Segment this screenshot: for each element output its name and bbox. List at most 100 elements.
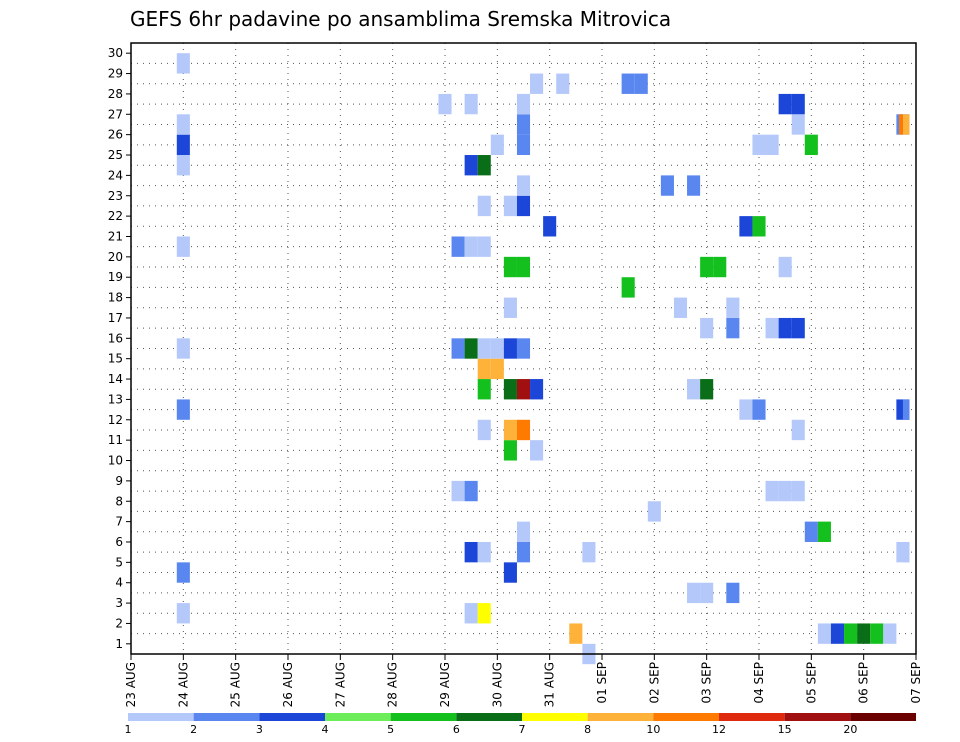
y-tick-label: 16 [108, 331, 123, 345]
heatmap-cell [673, 297, 688, 318]
heatmap-cell [176, 399, 190, 420]
heatmap-cell [791, 480, 805, 502]
heatmap-cell [791, 114, 805, 135]
x-tick-label: 03 SEP [700, 662, 714, 704]
x-tick-label: 06 SEP [857, 662, 871, 704]
y-tick-label: 12 [108, 413, 123, 427]
y-tick-label: 23 [108, 189, 123, 203]
heatmap-cell [477, 195, 491, 217]
heatmap-cell [857, 623, 871, 644]
heatmap-cell [176, 338, 190, 359]
heatmap-cell [582, 541, 596, 563]
heatmap-cell [516, 93, 531, 115]
heatmap-cell [778, 317, 792, 339]
legend-color-swatch [784, 713, 851, 721]
legend-tick-label: 5 [387, 723, 394, 736]
color-legend: 1 2 3 4 5 6 7 8 10 12 15 20 [125, 713, 916, 736]
heatmap-cell [516, 338, 531, 359]
legend-color-swatch [325, 713, 391, 721]
heatmap-cell [503, 440, 517, 461]
heatmap-cell [176, 114, 190, 135]
heatmap-cell [726, 317, 740, 339]
heatmap-cell [765, 480, 779, 502]
heatmap-cell [477, 236, 491, 257]
x-tick-label: 24 AUG [176, 662, 190, 707]
y-tick-label: 2 [115, 616, 123, 630]
heatmap-cell [477, 338, 491, 359]
legend-tick-label: 6 [453, 723, 460, 736]
heatmap-cell [883, 623, 897, 644]
heatmap-cell [464, 155, 478, 176]
heatmap-cell [477, 379, 491, 400]
heatmap-cell [778, 480, 792, 502]
legend-tick-label: 12 [712, 723, 726, 736]
y-axis-ticks: 1234567891011121314151617181920212223242… [108, 46, 131, 651]
legend-color-swatch [719, 713, 785, 721]
heatmap-cell [477, 541, 491, 563]
heatmap-cell [438, 93, 452, 115]
x-tick-label: 01 SEP [595, 662, 609, 704]
heatmap-cell [791, 93, 805, 115]
heatmap-cells [176, 53, 910, 665]
y-tick-label: 18 [108, 291, 123, 305]
heatmap-cell [464, 541, 478, 563]
plot-frame [130, 42, 917, 655]
x-tick-label: 25 AUG [229, 662, 243, 707]
heatmap-cell [902, 399, 910, 420]
legend-tick-label: 8 [584, 723, 591, 736]
legend-color-swatch [456, 713, 522, 721]
heatmap-cell [791, 317, 805, 339]
legend-tick-label: 2 [190, 723, 197, 736]
legend-tick-label: 3 [256, 723, 263, 736]
heatmap-cell [516, 134, 531, 156]
heatmap-cell [752, 134, 766, 156]
y-tick-label: 30 [108, 46, 123, 60]
x-tick-label: 26 AUG [281, 662, 295, 707]
heatmap-cell [634, 73, 648, 94]
heatmap-cell [464, 603, 478, 624]
legend-color-swatch [522, 713, 588, 721]
y-tick-label: 3 [115, 596, 123, 610]
y-tick-label: 17 [108, 311, 123, 325]
y-tick-label: 13 [108, 392, 123, 406]
heatmap-cell [700, 379, 714, 400]
y-tick-label: 25 [108, 148, 123, 162]
heatmap-cell [530, 379, 544, 400]
x-tick-label: 28 AUG [386, 662, 400, 707]
heatmap-cell [464, 480, 478, 502]
heatmap-cell [621, 73, 635, 94]
y-tick-label: 8 [115, 494, 123, 508]
heatmap-cell [176, 236, 190, 257]
heatmap-cell [700, 582, 714, 604]
legend-tick-label: 10 [646, 723, 660, 736]
heatmap-cell [503, 338, 517, 359]
heatmap-cell [752, 216, 766, 237]
legend-color-swatch [259, 713, 325, 721]
heatmap-cell [451, 236, 465, 257]
heatmap-cell [464, 236, 478, 257]
heatmap-cell [804, 134, 818, 156]
heatmap-cell [490, 358, 504, 380]
y-tick-label: 1 [115, 637, 123, 651]
legend-color-swatch [587, 713, 654, 721]
heatmap-cell [765, 317, 779, 339]
x-tick-label: 30 AUG [490, 662, 504, 707]
heatmap-cell [503, 297, 517, 318]
heatmap-cell [687, 379, 701, 400]
heatmap-cell [503, 195, 517, 217]
legend-tick-label: 4 [322, 723, 329, 736]
y-tick-label: 27 [108, 107, 123, 121]
heatmap-cell [516, 521, 531, 542]
heatmap-cell [817, 521, 831, 542]
x-tick-label: 04 SEP [752, 662, 766, 704]
heatmap-cell [477, 155, 491, 176]
heatmap-cell [726, 582, 740, 604]
y-tick-label: 10 [108, 454, 123, 468]
y-tick-label: 14 [108, 372, 123, 386]
heatmap-cell [477, 419, 491, 441]
x-tick-label: 07 SEP [909, 662, 923, 704]
heatmap-cell [176, 155, 190, 176]
heatmap-cell [464, 338, 478, 359]
x-axis-ticks: 23 AUG 24 AUG 25 AUG 26 AUG 27 AUG 28 AUG 29 A… [124, 654, 923, 707]
heatmap-cell [556, 73, 570, 94]
